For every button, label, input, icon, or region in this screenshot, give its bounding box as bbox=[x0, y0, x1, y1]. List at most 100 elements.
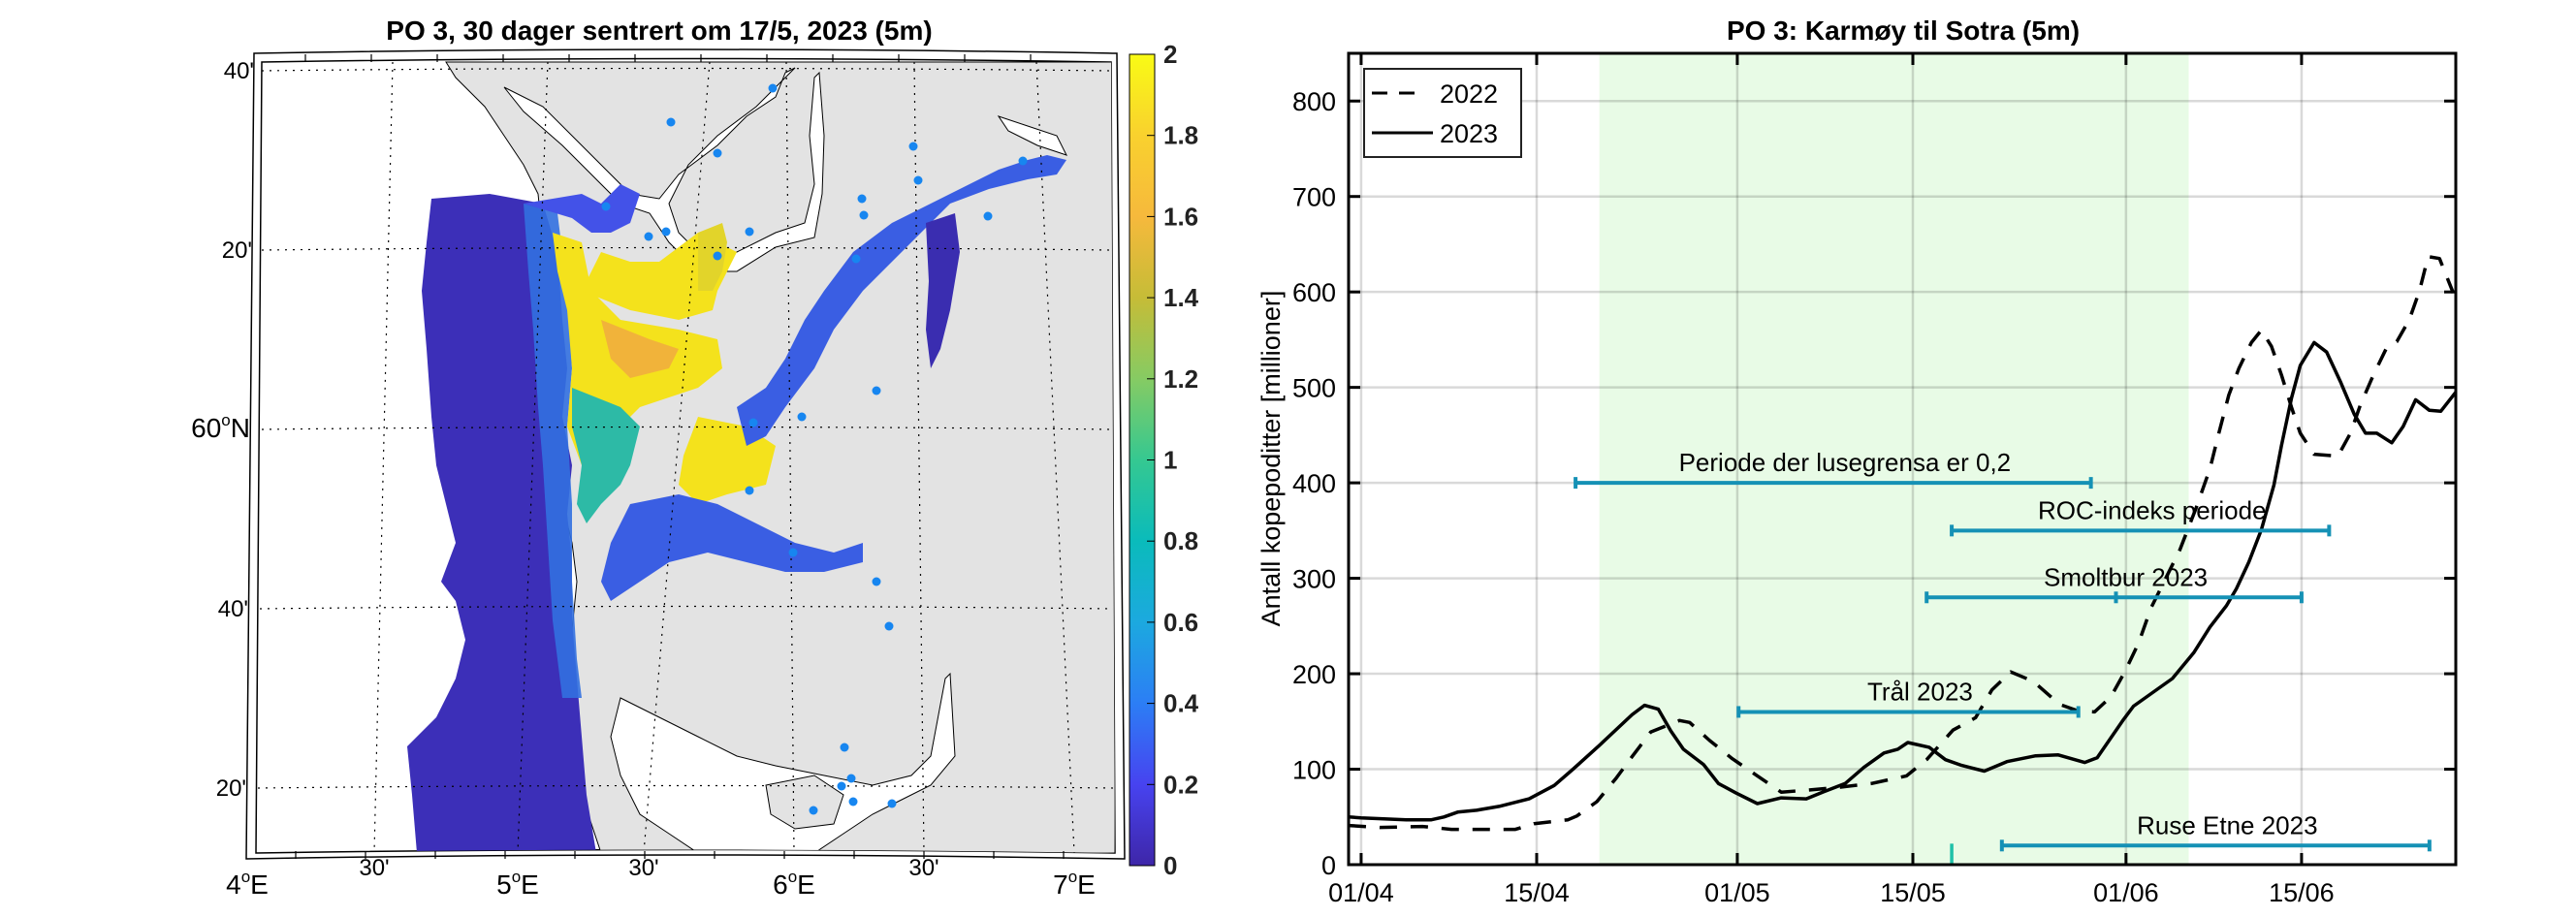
map-x-tick-label: 30' bbox=[908, 855, 938, 881]
map-x-tick-label: 30' bbox=[628, 855, 658, 881]
x-tick-label: 01/06 bbox=[2093, 878, 2159, 907]
station-dot bbox=[851, 254, 861, 264]
station-dot bbox=[748, 418, 758, 427]
map-panel: PO 3, 30 dager sentrert om 17/5, 2023 (5… bbox=[191, 16, 1199, 900]
y-axis-label: Antall kopepoditter [millioner] bbox=[1256, 291, 1286, 627]
station-dot bbox=[713, 251, 722, 261]
fjord-southeast-channel bbox=[601, 494, 863, 601]
x-tick-label: 01/04 bbox=[1328, 878, 1394, 907]
grid bbox=[1349, 53, 2456, 865]
x-tick-label: 15/04 bbox=[1504, 878, 1570, 907]
map-x-ticks: 4oE 30' 5oE 30' 6oE 30' 7oE bbox=[226, 855, 1096, 900]
map-y-tick-label: 40' bbox=[218, 596, 248, 622]
y-tick-label: 500 bbox=[1292, 374, 1336, 403]
station-dot bbox=[809, 806, 818, 815]
line-chart-title: PO 3: Karmøy til Sotra (5m) bbox=[1727, 16, 2080, 46]
station-dot bbox=[837, 781, 846, 791]
map-y-tick-label: 60oN bbox=[191, 411, 250, 443]
legend-label-2023: 2023 bbox=[1440, 119, 1498, 148]
interval-label: Ruse Etne 2023 bbox=[2137, 810, 2317, 839]
station-dot bbox=[713, 148, 722, 158]
fjord-north-arm bbox=[524, 184, 640, 233]
station-dot bbox=[884, 621, 894, 631]
station-dot bbox=[601, 202, 611, 211]
fjord-orange bbox=[601, 320, 679, 378]
y-tick-label: 400 bbox=[1292, 469, 1336, 498]
interval-label: Smoltbur 2023 bbox=[2044, 562, 2208, 591]
map-x-tick-label: 5oE bbox=[496, 868, 539, 900]
colorbar-tick-label: 1.8 bbox=[1163, 121, 1198, 150]
x-tick-label: 01/05 bbox=[1704, 878, 1770, 907]
colorbar-tick-label: 0.2 bbox=[1163, 770, 1198, 799]
line-panel: PO 3: Karmøy til Sotra (5m) Periode der … bbox=[1256, 16, 2458, 907]
interval-label: ROC-indeks periode bbox=[2038, 495, 2267, 524]
station-dot bbox=[768, 83, 778, 93]
map-x-tick-label: 6oE bbox=[773, 868, 815, 900]
y-tick-label: 300 bbox=[1292, 565, 1336, 594]
colorbar: 0 0.2 0.4 0.6 0.8 1 1.2 1.4 1.6 1.8 2 bbox=[1129, 40, 1199, 880]
station-dot bbox=[745, 227, 754, 237]
stations bbox=[601, 83, 1028, 815]
legend-label-2022: 2022 bbox=[1440, 79, 1498, 109]
map-title: PO 3, 30 dager sentrert om 17/5, 2023 (5… bbox=[386, 16, 932, 46]
station-dot bbox=[797, 412, 807, 422]
y-tick-label: 800 bbox=[1292, 87, 1336, 116]
island-south bbox=[765, 775, 844, 830]
axis-ticks: 01/04 15/04 01/05 15/05 01/06 15/06 0 100 200 300… bbox=[1292, 53, 2456, 907]
colorbar-tick-label: 0 bbox=[1163, 851, 1177, 880]
series-line-2022 bbox=[1348, 254, 2456, 832]
station-dot bbox=[983, 211, 993, 221]
station-dot bbox=[913, 175, 923, 185]
station-dot bbox=[840, 743, 849, 752]
colorbar-tick-label: 1.2 bbox=[1163, 364, 1198, 394]
fjord-northeast bbox=[997, 115, 1067, 156]
station-dot bbox=[887, 799, 897, 808]
map-y-tick-label: 20' bbox=[216, 775, 246, 802]
colorbar-tick-label: 2 bbox=[1163, 40, 1177, 69]
interval-label: Trål 2023 bbox=[1867, 677, 1973, 706]
graticule bbox=[257, 61, 1115, 853]
x-tick-label: 15/06 bbox=[2269, 878, 2335, 907]
legend: 2022 2023 bbox=[1363, 68, 1522, 158]
y-tick-label: 100 bbox=[1292, 756, 1336, 785]
legend-box bbox=[1363, 68, 1522, 158]
map-x-tick-label: 7oE bbox=[1053, 868, 1096, 900]
frame-ticks bbox=[295, 54, 1065, 859]
fjord-yellow-north bbox=[698, 223, 727, 291]
y-tick-label: 200 bbox=[1292, 660, 1336, 689]
x-tick-label: 15/05 bbox=[1880, 878, 1946, 907]
station-dot bbox=[661, 227, 671, 237]
colorbar-ticks: 0 0.2 0.4 0.6 0.8 1 1.2 1.4 1.6 1.8 2 bbox=[1147, 40, 1199, 880]
station-dot bbox=[1018, 156, 1028, 166]
shaded-period bbox=[1599, 53, 2189, 865]
map-y-tick-label: 40' bbox=[224, 58, 254, 84]
colorbar-tick-label: 0.6 bbox=[1163, 608, 1198, 637]
station-dot bbox=[846, 774, 856, 783]
map-x-tick-label: 30' bbox=[359, 855, 389, 881]
y-tick-label: 700 bbox=[1292, 183, 1336, 212]
fjord-channel-green bbox=[572, 388, 640, 523]
station-dot bbox=[848, 797, 858, 806]
y-tick-label: 600 bbox=[1292, 278, 1336, 307]
station-dot bbox=[872, 386, 881, 395]
colorbar-tick-label: 0.8 bbox=[1163, 526, 1198, 555]
fjord-south bbox=[610, 672, 956, 853]
station-dot bbox=[857, 194, 867, 204]
colorbar-tick-label: 1.4 bbox=[1163, 283, 1199, 312]
map-x-tick-label: 4oE bbox=[226, 868, 269, 900]
map-y-ticks: 40' 20' 60oN 40' 20' bbox=[191, 58, 254, 802]
station-dot bbox=[745, 486, 754, 495]
fjord-east-channel bbox=[737, 155, 1066, 446]
fjord-south-lake bbox=[926, 213, 960, 368]
colorbar-tick-label: 0.4 bbox=[1163, 689, 1199, 718]
station-dot bbox=[666, 117, 676, 127]
station-dot bbox=[872, 577, 881, 586]
colorbar-tick-label: 1.6 bbox=[1163, 202, 1198, 231]
intervals: Periode der lusegrensa er 0,2 ROC-indeks … bbox=[1574, 448, 2432, 865]
station-dot bbox=[859, 210, 869, 220]
colorbar-tick-label: 1 bbox=[1163, 446, 1177, 475]
series-lines bbox=[1348, 254, 2458, 832]
station-dot bbox=[788, 548, 798, 557]
plot-frame bbox=[1347, 51, 2458, 867]
